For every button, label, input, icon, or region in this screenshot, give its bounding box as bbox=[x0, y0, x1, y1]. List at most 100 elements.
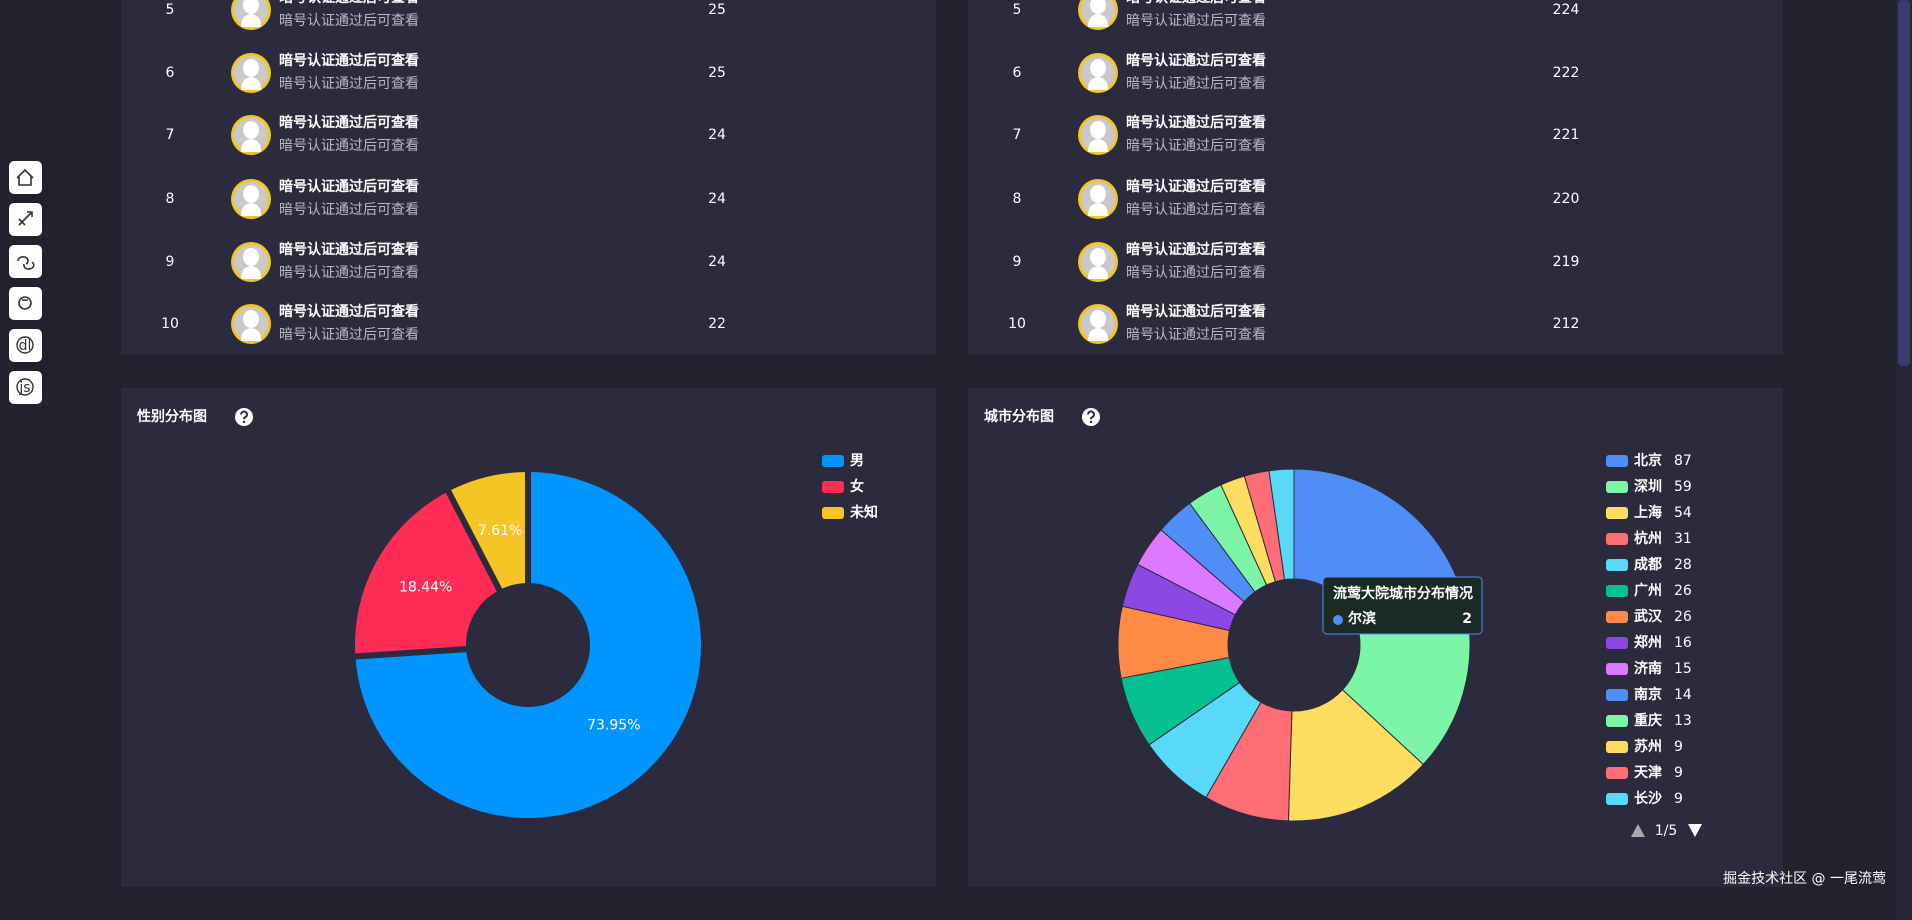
panel bbox=[121, 0, 936, 355]
slice bbox=[349, 485, 504, 660]
legend-swatch bbox=[1606, 663, 1628, 675]
legend-label: 上海 bbox=[1634, 504, 1662, 521]
slice bbox=[1268, 468, 1295, 581]
name: 暗号认证通过后可查看 bbox=[1126, 178, 1266, 195]
legend-label: 武汉 bbox=[1634, 608, 1663, 625]
legend-value: 59 bbox=[1674, 479, 1692, 495]
value: 24 bbox=[708, 254, 726, 270]
slice bbox=[1287, 689, 1424, 822]
value-label: 7.61% bbox=[478, 523, 522, 539]
legend-swatch bbox=[1606, 611, 1628, 623]
name: 暗号认证通过后可查看 bbox=[279, 241, 419, 258]
legend-value: 26 bbox=[1674, 583, 1692, 599]
subtitle: 暗号认证通过后可查看 bbox=[279, 265, 419, 281]
legend-label: 南京 bbox=[1634, 686, 1662, 703]
legend-swatch bbox=[1606, 455, 1628, 467]
legend-swatch bbox=[1606, 585, 1628, 597]
legend-value: 9 bbox=[1674, 739, 1683, 755]
avatar-face bbox=[241, 248, 262, 279]
subtitle: 暗号认证通过后可查看 bbox=[1126, 265, 1266, 281]
chart-title: 城市分布图 bbox=[984, 408, 1054, 425]
avatar-face bbox=[241, 185, 262, 216]
subtitle: 暗号认证通过后可查看 bbox=[279, 327, 419, 343]
slice bbox=[1341, 611, 1471, 765]
legend-swatch bbox=[1606, 559, 1628, 571]
rank: 7 bbox=[1013, 127, 1022, 143]
legend-swatch bbox=[1606, 715, 1628, 727]
button-bg bbox=[9, 371, 42, 404]
value: 25 bbox=[708, 65, 726, 81]
rank: 8 bbox=[1013, 191, 1022, 207]
sidebar-button[interactable] bbox=[9, 203, 42, 236]
pager-prev bbox=[1631, 824, 1645, 837]
legend-swatch bbox=[822, 507, 844, 519]
legend-value: 13 bbox=[1674, 713, 1692, 729]
avatar-face bbox=[1088, 59, 1109, 90]
sidebar-button[interactable] bbox=[9, 161, 42, 194]
button-bg bbox=[9, 245, 42, 278]
subtitle: 暗号认证通过后可查看 bbox=[1126, 13, 1266, 29]
legend-value: 9 bbox=[1674, 765, 1683, 781]
scrollbar-thumb[interactable] bbox=[1898, 0, 1910, 366]
rank: 7 bbox=[166, 127, 175, 143]
avatar-face bbox=[241, 59, 262, 90]
legend-label: 重庆 bbox=[1634, 712, 1662, 729]
avatar-face bbox=[241, 310, 262, 341]
sidebar-button[interactable]: dl bbox=[9, 329, 42, 362]
legend-swatch bbox=[1606, 689, 1628, 701]
legend-label: 成都 bbox=[1634, 556, 1662, 573]
sidebar-button[interactable] bbox=[9, 287, 42, 320]
avatar-face bbox=[1088, 248, 1109, 279]
sidebar-button[interactable] bbox=[9, 245, 42, 278]
rank: 9 bbox=[1013, 254, 1022, 270]
legend-label: 深圳 bbox=[1634, 478, 1662, 495]
value: 222 bbox=[1553, 65, 1580, 81]
rank: 6 bbox=[166, 65, 175, 81]
legend-swatch bbox=[1606, 481, 1628, 493]
legend-swatch bbox=[1606, 507, 1628, 519]
panel bbox=[968, 0, 1783, 355]
pager-label: 1/5 bbox=[1655, 823, 1678, 839]
legend-value: 9 bbox=[1674, 791, 1683, 807]
name: 暗号认证通过后可查看 bbox=[1126, 0, 1266, 6]
button-bg bbox=[9, 287, 42, 320]
rank: 9 bbox=[166, 254, 175, 270]
value: 24 bbox=[708, 127, 726, 143]
rank: 8 bbox=[166, 191, 175, 207]
legend-value: 15 bbox=[1674, 661, 1692, 677]
rank: 10 bbox=[1008, 316, 1026, 332]
avatar-face bbox=[241, 121, 262, 152]
legend-value: 16 bbox=[1674, 635, 1692, 651]
subtitle: 暗号认证通过后可查看 bbox=[1126, 138, 1266, 154]
value: 221 bbox=[1553, 127, 1580, 143]
rank: 5 bbox=[166, 2, 175, 18]
pager-next bbox=[1688, 824, 1702, 837]
legend-label: 北京 bbox=[1634, 452, 1662, 469]
legend-label: 郑州 bbox=[1634, 634, 1662, 651]
help-icon[interactable] bbox=[235, 408, 253, 426]
tooltip-value: 2 bbox=[1462, 611, 1472, 627]
tooltip-title: 流莺大院城市分布情况 bbox=[1333, 585, 1473, 602]
tooltip-dot bbox=[1333, 615, 1343, 625]
rank: 5 bbox=[1013, 2, 1022, 18]
value: 224 bbox=[1553, 2, 1580, 18]
value: 219 bbox=[1553, 254, 1580, 270]
avatar-face bbox=[1088, 0, 1109, 27]
tooltip bbox=[1322, 576, 1483, 635]
value: 25 bbox=[708, 2, 726, 18]
sidebar-button[interactable]: js bbox=[9, 371, 42, 404]
legend-label: 女 bbox=[850, 478, 864, 495]
value: 22 bbox=[708, 316, 726, 332]
icon bbox=[17, 256, 35, 270]
help-icon[interactable] bbox=[1082, 408, 1100, 426]
legend-swatch bbox=[822, 481, 844, 493]
value: 220 bbox=[1553, 191, 1580, 207]
avatar-face bbox=[1088, 185, 1109, 216]
legend-label: 杭州 bbox=[1634, 530, 1662, 547]
name: 暗号认证通过后可查看 bbox=[279, 178, 419, 195]
legend-label: 长沙 bbox=[1634, 790, 1662, 807]
name: 暗号认证通过后可查看 bbox=[279, 303, 419, 320]
name: 暗号认证通过后可查看 bbox=[279, 114, 419, 131]
